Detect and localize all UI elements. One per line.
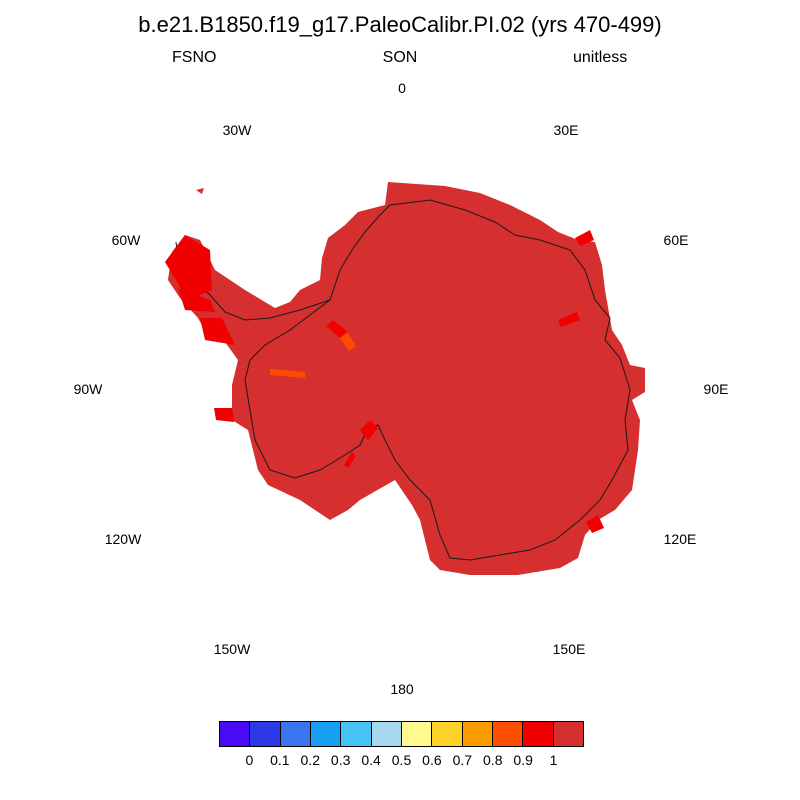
colorbar-label: 0.2	[300, 752, 320, 768]
lon-label-150e: 150E	[552, 641, 586, 657]
anomaly-patch	[165, 235, 212, 300]
colorbar-label: 0.6	[422, 752, 442, 768]
colorbar-label: 1	[549, 752, 558, 768]
anomaly-patch	[344, 452, 356, 468]
colorbar-label: 0.1	[270, 752, 290, 768]
lon-label-60e: 60E	[663, 232, 689, 248]
colorbar-label: 0.7	[452, 752, 473, 768]
lon-label-150w: 150W	[213, 641, 251, 657]
colorbar-box	[553, 722, 583, 746]
coastline	[244, 199, 631, 561]
anomaly-patch	[200, 318, 235, 345]
lon-label-120w: 120W	[104, 531, 142, 547]
colorbar-label: 0.4	[361, 752, 381, 768]
lon-label-30w: 30W	[222, 122, 252, 138]
colorbar-label: 0.9	[513, 752, 533, 768]
colorbar-box	[341, 722, 372, 746]
colorbar-label: 0.3	[330, 752, 351, 768]
colorbar-box	[523, 722, 554, 746]
anomaly-patch	[326, 320, 348, 338]
anomaly-patch	[586, 515, 604, 533]
anomaly-patch	[214, 408, 234, 422]
field-shading	[168, 182, 645, 575]
colorbar-box	[310, 722, 342, 746]
colorbar-box	[432, 722, 463, 746]
season-label: SON	[382, 49, 418, 66]
lon-label-90e: 90E	[703, 381, 729, 397]
anomaly-patch	[270, 369, 305, 378]
colorbar-box	[220, 722, 251, 746]
lon-label-30e: 30E	[553, 122, 579, 138]
lon-label-180: 180	[390, 681, 414, 697]
anomaly-patch	[558, 312, 580, 327]
colorbar-box	[371, 722, 402, 746]
colorbar-box	[492, 722, 524, 746]
colorbar-box	[280, 722, 311, 746]
anomaly-patch	[178, 288, 215, 312]
colorbar-box	[462, 722, 493, 746]
lon-label-0: 0	[398, 80, 406, 96]
anomaly-patch	[360, 420, 378, 440]
units-label: unitless	[573, 49, 628, 66]
colorbar	[219, 721, 584, 747]
colorbar-label: 0.5	[391, 752, 412, 768]
colorbar-box	[250, 722, 281, 746]
field-shading-island	[196, 188, 204, 194]
colorbar-label: 0	[245, 752, 254, 768]
lon-label-60w: 60W	[111, 232, 141, 248]
anomaly-patch	[575, 230, 594, 246]
lon-label-120e: 120E	[663, 531, 697, 547]
variable-label: FSNO	[172, 49, 217, 66]
anomaly-patch	[340, 332, 356, 351]
lon-label-90w: 90W	[73, 381, 103, 397]
colorbar-box	[401, 722, 433, 746]
plot-title: b.e21.B1850.f19_g17.PaleoCalibr.PI.02 (y…	[138, 12, 662, 37]
colorbar-label: 0.8	[483, 752, 503, 768]
